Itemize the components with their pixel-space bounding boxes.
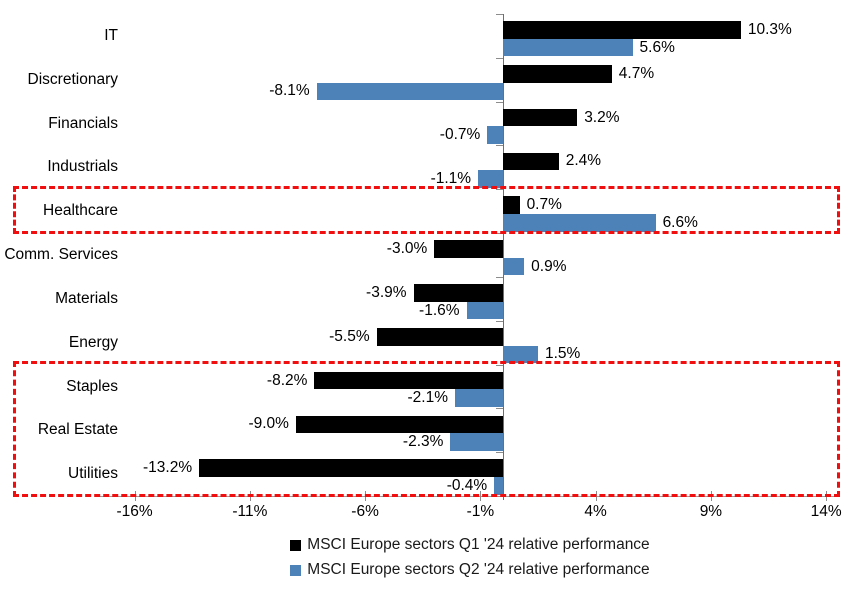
category-label: Discretionary <box>27 70 118 88</box>
value-label: 1.5% <box>545 345 581 363</box>
value-label: -2.1% <box>407 389 449 407</box>
bar-q2 <box>478 170 504 188</box>
bar-q2 <box>466 301 504 320</box>
value-label: -9.0% <box>248 415 289 433</box>
y-axis-tick <box>496 189 504 191</box>
x-axis-tick-label: -6% <box>351 503 379 520</box>
y-axis-tick <box>496 452 504 454</box>
y-axis-tick <box>496 408 504 410</box>
bar-q2 <box>450 433 504 451</box>
value-label: -13.2% <box>143 459 193 477</box>
value-label: -1.6% <box>419 301 460 319</box>
category-label: Staples <box>66 377 118 395</box>
value-label: -3.9% <box>366 283 407 301</box>
bar-q2 <box>494 476 504 495</box>
category-label: Energy <box>68 333 118 351</box>
value-label: -0.7% <box>439 126 481 144</box>
legend-label-q1: MSCI Europe sectors Q1 '24 relative perf… <box>307 536 650 553</box>
category-label: Healthcare <box>43 202 118 220</box>
bar-q1 <box>503 108 578 127</box>
x-axis-tick <box>365 491 367 501</box>
y-axis-tick <box>496 320 504 322</box>
y-axis-tick <box>496 233 504 235</box>
y-axis-tick <box>496 57 504 59</box>
legend-label-q2: MSCI Europe sectors Q2 '24 relative perf… <box>307 561 650 578</box>
x-axis-tick-label: -16% <box>116 503 153 520</box>
legend-marker-q2-icon <box>290 564 302 576</box>
x-axis-tick <box>249 491 251 501</box>
value-label: -0.4% <box>446 476 488 494</box>
x-axis-tick <box>710 491 712 501</box>
category-label: Industrials <box>47 158 118 176</box>
category-label: Utilities <box>68 465 118 483</box>
highlight-box <box>13 185 840 235</box>
bar-q1 <box>503 152 559 171</box>
bar-q2 <box>503 345 538 364</box>
y-axis-tick <box>496 364 504 366</box>
bar-q1 <box>413 284 504 302</box>
value-label: 2.4% <box>565 152 602 170</box>
category-label: Materials <box>55 289 118 307</box>
bar-q1 <box>503 21 741 39</box>
bar-q2 <box>503 214 656 232</box>
bar-q2 <box>316 82 504 101</box>
category-label: Financials <box>48 114 118 132</box>
value-label: 5.6% <box>639 38 675 56</box>
bar-q2 <box>503 38 633 57</box>
value-label: 3.2% <box>584 108 620 126</box>
legend-marker-q1-icon <box>290 539 302 551</box>
bar-q1 <box>503 196 520 215</box>
value-label: 6.6% <box>662 213 698 231</box>
bar-q1 <box>503 65 612 83</box>
value-label: -5.5% <box>329 327 370 345</box>
x-axis-tick <box>134 491 136 501</box>
x-axis-line <box>100 496 840 497</box>
value-label: 0.9% <box>531 257 567 275</box>
x-axis-tick-label: -1% <box>466 503 495 520</box>
legend: MSCI Europe sectors Q1 '24 relative perf… <box>100 536 840 579</box>
x-axis-tick-label: 14% <box>810 503 842 520</box>
x-axis-tick-label: 9% <box>699 503 723 520</box>
y-axis-line <box>502 14 505 500</box>
y-axis-tick <box>496 145 504 147</box>
x-axis-tick <box>826 491 828 501</box>
value-label: -2.3% <box>402 432 444 450</box>
bar-q1 <box>295 415 504 434</box>
bar-q1 <box>314 371 504 390</box>
x-axis-tick-label: 4% <box>584 503 607 520</box>
x-axis-tick-label: -11% <box>232 503 268 520</box>
value-label: -1.1% <box>430 170 472 188</box>
value-label: -3.0% <box>386 240 428 258</box>
value-label: 4.7% <box>618 64 655 82</box>
y-axis-tick <box>496 101 504 103</box>
bar-q1 <box>434 240 504 258</box>
bar-q2 <box>503 257 525 276</box>
value-label: 0.7% <box>526 196 562 214</box>
y-axis-tick <box>496 14 504 15</box>
bar-q2 <box>487 126 504 145</box>
y-axis-tick <box>496 496 504 497</box>
bar-q1 <box>376 327 504 346</box>
legend-item-q1: MSCI Europe sectors Q1 '24 relative perf… <box>290 536 650 554</box>
bar-q1 <box>199 459 504 477</box>
value-label: 10.3% <box>747 21 792 38</box>
value-label: -8.2% <box>266 371 308 389</box>
bar-q2 <box>455 389 504 407</box>
y-axis-tick <box>496 276 504 278</box>
legend-item-q2: MSCI Europe sectors Q2 '24 relative perf… <box>290 561 650 579</box>
category-label: IT <box>104 27 118 44</box>
value-label: -8.1% <box>269 82 310 100</box>
category-label: Real Estate <box>37 421 118 439</box>
category-label: Comm. Services <box>4 246 118 264</box>
x-axis-tick <box>595 491 597 501</box>
